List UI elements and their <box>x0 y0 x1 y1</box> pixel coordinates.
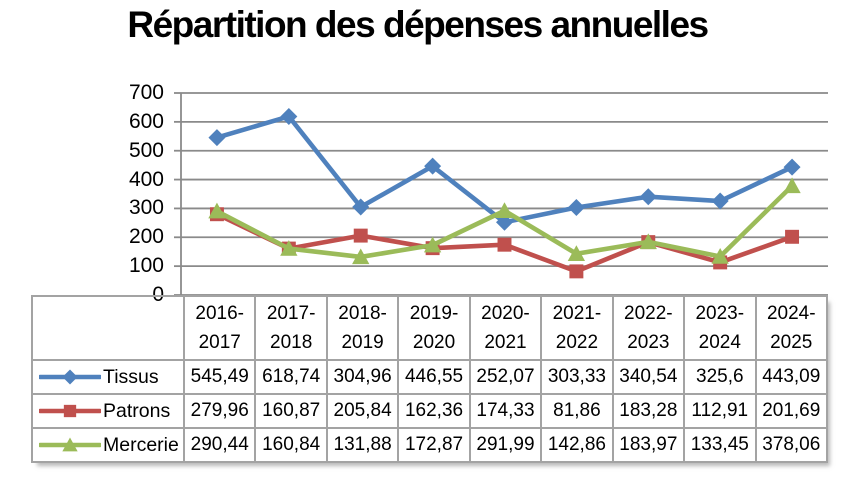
marker-triangle <box>280 240 298 256</box>
table-row-tissus: Tissus 545,49 618,74 304,96 446,55 252,07 303,… <box>31 359 828 395</box>
data-table-body: Tissus 545,49 618,74 304,96 446,55 252,07 303,… <box>31 359 828 463</box>
x-axis-category-label: 2022-2023 <box>611 295 686 361</box>
y-axis-tick-label: 0 <box>152 283 164 306</box>
marker-diamond <box>280 107 298 125</box>
legend-key: Patrons <box>34 399 182 423</box>
marker-triangle <box>639 233 657 250</box>
marker-diamond <box>208 129 226 147</box>
x-axis-category-label: 2019-2020 <box>397 295 471 361</box>
value-cell: 183,28 <box>611 393 686 429</box>
marker-triangle <box>711 247 729 264</box>
value-cell: 303,33 <box>540 359 614 395</box>
legend-key-triangle-icon <box>39 437 101 452</box>
y-axis-tick-label: 500 <box>128 138 164 162</box>
value-cell: 252,07 <box>468 359 543 395</box>
marker-triangle <box>567 245 586 261</box>
marker-triangle <box>62 437 78 452</box>
marker-diamond <box>639 188 657 206</box>
legend-key-diamond-icon <box>39 369 101 385</box>
series-name: Patrons <box>103 399 171 422</box>
value-cell: 279,96 <box>182 393 257 429</box>
marker-square <box>497 237 512 252</box>
legend-key: Tissus <box>34 365 182 389</box>
x-axis-category-label: 2017-2018 <box>254 295 328 361</box>
y-axis-tick-label: 700 <box>128 81 164 104</box>
x-axis-category-label: 2024-2025 <box>754 295 828 361</box>
value-cell: 340,54 <box>611 359 686 395</box>
x-axis-header-row: 2016-2017 2017-2018 2018-2019 2019-2020 2020… <box>31 295 828 361</box>
y-axis-tick-label: 100 <box>128 254 164 278</box>
x-axis-category-label: 2020-2021 <box>468 295 543 361</box>
series-label-cell: Mercerie <box>31 427 185 463</box>
x-axis-category-label: 2021-2022 <box>540 295 614 361</box>
value-cell: 291,99 <box>468 427 543 463</box>
marker-triangle <box>208 202 226 219</box>
value-cell: 160,84 <box>254 427 328 463</box>
value-cell: 201,69 <box>754 393 828 429</box>
marker-square <box>353 228 368 243</box>
value-cell: 174,33 <box>468 393 543 429</box>
value-cell: 446,55 <box>397 359 471 395</box>
value-cell: 304,96 <box>325 359 400 395</box>
legend-key-square-icon <box>39 404 101 418</box>
series-name: Tissus <box>103 365 159 388</box>
series-label-cell: Patrons <box>31 393 185 429</box>
y-axis-tick-label: 400 <box>128 167 164 191</box>
marker-diamond <box>496 213 513 231</box>
x-axis-category-label: 2016-2017 <box>182 295 257 361</box>
marker-triangle <box>352 248 370 265</box>
value-cell: 131,88 <box>325 427 400 463</box>
y-axis-tick-label: 600 <box>128 109 164 133</box>
marker-square <box>785 229 800 244</box>
value-cell: 545,49 <box>182 359 257 395</box>
value-cell: 81,86 <box>540 393 614 429</box>
value-cell: 290,44 <box>182 427 257 463</box>
chart-title: Répartition des dépenses annuelles <box>127 4 709 45</box>
table-row-patrons: Patrons 279,96 160,87 205,84 162,36 174,33 81,… <box>31 393 828 429</box>
value-cell: 325,6 <box>683 359 757 395</box>
value-cell: 618,74 <box>254 359 328 395</box>
table-corner-blank-cell <box>31 295 185 361</box>
legend-key: Mercerie <box>34 433 182 457</box>
marker-diamond <box>711 192 729 210</box>
value-cell: 378,06 <box>754 427 828 463</box>
series-name: Mercerie <box>103 433 179 456</box>
series-label-cell: Tissus <box>31 359 185 395</box>
marker-diamond <box>62 369 78 385</box>
value-cell: 162,36 <box>397 393 471 429</box>
marker-diamond <box>567 198 585 216</box>
marker-square <box>63 404 77 418</box>
value-cell: 160,87 <box>254 393 328 429</box>
value-cell: 133,45 <box>683 427 757 463</box>
value-cell: 112,91 <box>683 393 757 429</box>
y-axis-tick-label: 200 <box>128 225 164 249</box>
marker-square <box>569 264 584 279</box>
marker-diamond <box>783 158 801 176</box>
marker-triangle <box>495 202 514 218</box>
chart-data-table: 2016-2017 2017-2018 2018-2019 2019-2020 2020… <box>31 295 828 463</box>
x-axis-category-label: 2018-2019 <box>325 295 400 361</box>
value-cell: 183,97 <box>611 427 686 463</box>
x-axis-category-label: 2023-2024 <box>683 295 757 361</box>
value-cell: 142,86 <box>540 427 614 463</box>
value-cell: 443,09 <box>754 359 828 395</box>
marker-triangle <box>783 177 801 194</box>
marker-diamond <box>352 198 370 216</box>
y-axis-tick-label: 300 <box>128 196 164 220</box>
value-cell: 205,84 <box>325 393 400 429</box>
value-cell: 172,87 <box>397 427 471 463</box>
table-row-mercerie: Mercerie 290,44 160,84 131,88 172,87 291,99 14… <box>31 427 828 463</box>
marker-triangle <box>423 236 442 253</box>
marker-diamond <box>424 157 442 175</box>
